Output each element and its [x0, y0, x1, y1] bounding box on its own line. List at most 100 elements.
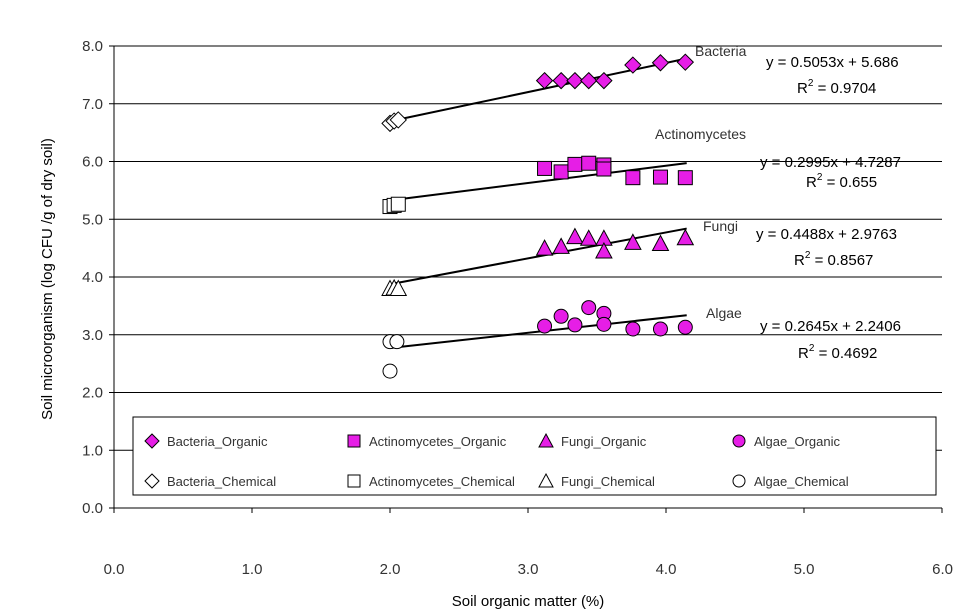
data-point-fungi-organic: [566, 227, 584, 245]
r-squared-superscript: 2: [817, 172, 823, 183]
data-point-algae-organic: [581, 300, 597, 316]
trendline-fungi: [389, 227, 687, 286]
legend-label: Algae_Organic: [754, 434, 840, 449]
y-tick-label: 1.0: [82, 442, 103, 459]
legend-item-algae-chemical: Algae_Chemical: [732, 474, 849, 489]
data-point-algae-chemical: [389, 334, 405, 350]
data-point-actinomycetes-chemical: [390, 196, 406, 212]
data-point-actinomycetes-organic: [596, 161, 612, 177]
data-point-bacteria-organic: [566, 71, 584, 90]
trendline-series-label: Bacteria: [695, 43, 747, 59]
r-squared-value: = 0.655: [822, 174, 877, 191]
legend-item-actinomycetes-chemical: Actinomycetes_Chemical: [347, 474, 515, 489]
data-point-algae-organic: [537, 318, 553, 334]
trendline-equation: y = 0.5053x + 5.686: [766, 54, 899, 71]
legend-marker-fungi-organic: [538, 432, 554, 448]
y-tick-label: 0.0: [82, 500, 103, 517]
data-point-bacteria-organic: [595, 71, 613, 90]
legend-marker-algae-chemical: [732, 474, 746, 488]
trendline-equation: y = 0.4488x + 2.9763: [756, 226, 897, 243]
legend-label: Bacteria_Organic: [167, 434, 268, 449]
trendline-algae: [389, 314, 687, 350]
legend-label: Algae_Chemical: [754, 474, 849, 489]
x-tick-label: 6.0: [932, 561, 953, 578]
data-point-actinomycetes-organic: [553, 164, 569, 180]
data-point-fungi-chemical: [389, 279, 408, 297]
legend-item-algae-organic: Algae_Organic: [732, 434, 840, 449]
r-squared-value: = 0.4692: [814, 345, 877, 362]
y-axis-title: Soil microorganism (log CFU /g of dry so…: [39, 138, 56, 420]
data-point-bacteria-organic: [580, 71, 598, 90]
data-point-bacteria-organic: [651, 54, 670, 72]
data-point-actinomycetes-organic: [652, 169, 668, 185]
data-point-fungi-organic: [579, 229, 598, 246]
data-point-algae-organic: [596, 316, 612, 332]
y-tick-label: 3.0: [82, 327, 103, 344]
y-tick-label: 4.0: [82, 269, 103, 286]
legend-label: Fungi_Chemical: [561, 474, 655, 489]
legend-item-actinomycetes-organic: Actinomycetes_Organic: [347, 434, 507, 449]
x-tick-label: 4.0: [656, 561, 677, 578]
x-axis-title: Soil organic matter (%): [452, 593, 605, 610]
trendline-equation: y = 0.2995x + 4.7287: [760, 154, 901, 171]
r-squared-superscript: 2: [805, 250, 811, 261]
data-point-fungi-organic: [676, 228, 695, 246]
y-tick-label: 2.0: [82, 385, 103, 402]
legend-marker-actinomycetes-chemical: [347, 474, 361, 488]
r-squared-superscript: 2: [808, 78, 814, 89]
data-point-actinomycetes-organic: [537, 160, 553, 176]
grid-layer: [114, 45, 942, 451]
x-tick-label: 0.0: [104, 561, 125, 578]
legend-label: Fungi_Organic: [561, 434, 647, 449]
data-point-algae-organic: [625, 321, 641, 337]
data-point-bacteria-organic: [552, 71, 570, 90]
legend-marker-actinomycetes-organic: [347, 434, 361, 448]
trendline-series-label: Actinomycetes: [655, 126, 746, 142]
data-point-actinomycetes-organic: [625, 170, 641, 186]
legend-item-fungi-chemical: Fungi_Chemical: [538, 472, 655, 489]
legend-label: Actinomycetes_Chemical: [369, 474, 515, 489]
trendline-r-squared: R2 = 0.9704: [797, 78, 876, 97]
r-squared-symbol: R: [806, 174, 817, 191]
legend-marker-bacteria-organic: [144, 433, 160, 449]
legend-marker-bacteria-chemical: [144, 473, 160, 489]
x-tick-label: 3.0: [518, 561, 539, 578]
data-point-bacteria-chemical: [389, 111, 407, 129]
series-algae-organic: [537, 300, 693, 337]
axis-layer: 0.0 1.0 2.0 3.0 4.0 5.0 6.0 7.0 8.0 0.0 1.0 2.0 3.0 4…: [39, 38, 953, 610]
legend: Bacteria_Organic Actinomycetes_Organic Fun…: [132, 416, 937, 496]
legend-marker-fungi-chemical: [538, 472, 554, 488]
data-point-fungi-organic: [651, 234, 670, 252]
trendline-layer: [389, 57, 687, 350]
data-point-fungi-organic: [535, 239, 554, 256]
legend-item-bacteria-organic: Bacteria_Organic: [144, 433, 268, 449]
y-tick-label: 5.0: [82, 211, 103, 228]
legend-item-bacteria-chemical: Bacteria_Chemical: [144, 473, 276, 489]
trendline-r-squared: R2 = 0.655: [806, 172, 877, 191]
trendline-r-squared: R2 = 0.4692: [798, 343, 877, 362]
data-point-algae-organic: [553, 308, 569, 324]
trendline-series-label: Fungi: [703, 218, 738, 234]
data-point-algae-organic: [567, 317, 583, 333]
legend-marker-algae-organic: [732, 434, 746, 448]
y-tick-label: 7.0: [82, 96, 103, 113]
x-tick-label: 5.0: [794, 561, 815, 578]
legend-item-fungi-organic: Fungi_Organic: [538, 432, 647, 449]
data-point-bacteria-organic: [676, 53, 695, 71]
series-bacteria-chemical: [381, 111, 407, 133]
trendline-r-squared: R2 = 0.8567: [794, 250, 873, 269]
data-point-algae-chemical: [382, 363, 398, 379]
y-tick-label: 6.0: [82, 154, 103, 171]
r-squared-value: = 0.9704: [813, 80, 876, 97]
series-fungi-chemical: [381, 278, 408, 297]
data-point-fungi-organic: [595, 241, 613, 259]
data-point-fungi-organic: [552, 237, 570, 254]
data-point-actinomycetes-organic: [677, 170, 693, 186]
series-fungi-organic: [535, 227, 695, 259]
x-tick-label: 1.0: [242, 561, 263, 578]
data-point-fungi-organic: [624, 233, 642, 250]
data-point-actinomycetes-organic: [581, 155, 597, 171]
